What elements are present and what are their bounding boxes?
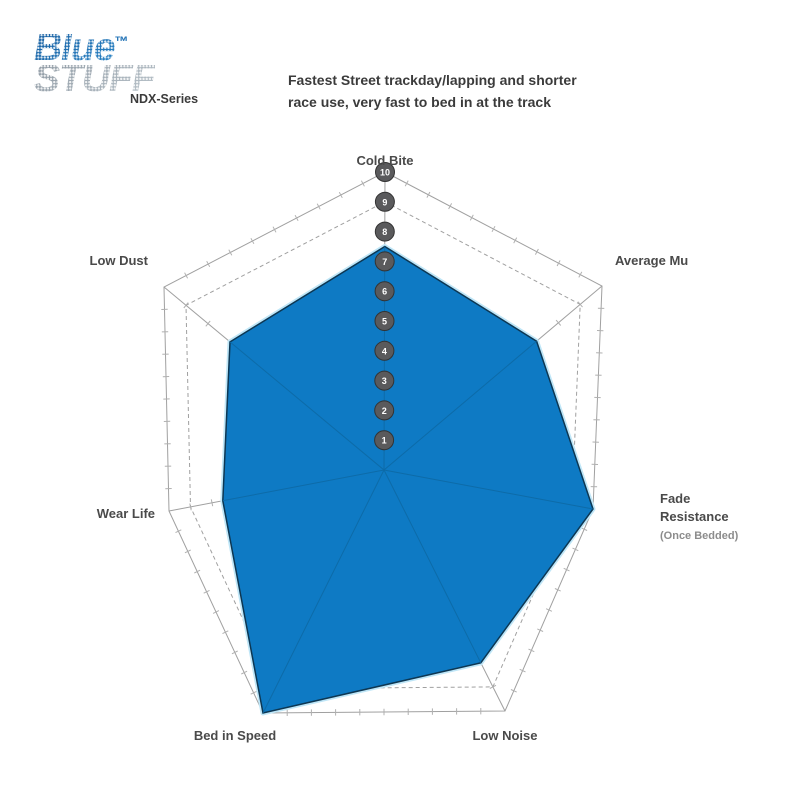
svg-text:7: 7 (382, 257, 387, 267)
svg-text:3: 3 (382, 376, 387, 386)
svg-text:2: 2 (382, 406, 387, 416)
svg-text:Cold Bite: Cold Bite (356, 153, 413, 168)
svg-text:Average Mu: Average Mu (615, 253, 688, 268)
svg-text:6: 6 (382, 287, 387, 297)
svg-text:Bed in Speed: Bed in Speed (194, 728, 276, 743)
svg-text:4: 4 (382, 346, 387, 356)
svg-text:9: 9 (382, 197, 387, 207)
svg-text:10: 10 (380, 168, 390, 178)
svg-text:(Once Bedded): (Once Bedded) (660, 530, 739, 542)
svg-text:8: 8 (382, 227, 387, 237)
svg-text:Low Dust: Low Dust (90, 253, 149, 268)
svg-text:Resistance: Resistance (660, 509, 729, 524)
svg-text:1: 1 (382, 436, 387, 446)
svg-text:Low Noise: Low Noise (472, 728, 537, 743)
svg-text:Wear Life: Wear Life (97, 506, 155, 521)
svg-text:Fade: Fade (660, 491, 690, 506)
svg-text:5: 5 (382, 317, 387, 327)
